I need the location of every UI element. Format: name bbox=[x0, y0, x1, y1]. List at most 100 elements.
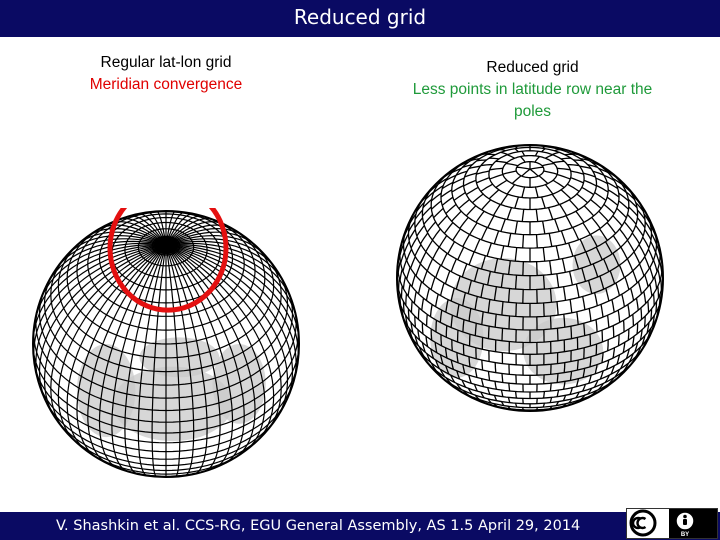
cell-boundary bbox=[568, 398, 573, 404]
cell-boundary bbox=[430, 348, 435, 359]
cell-boundary bbox=[521, 186, 526, 198]
cell-boundary bbox=[419, 251, 427, 264]
right-caption-subtitle-line1: Less points in latitude row near the bbox=[412, 81, 653, 98]
cell-boundary bbox=[599, 228, 608, 241]
footer-citation: V. Shashkin et al. CCS-RG, EGU General A… bbox=[56, 518, 581, 534]
cell-boundary bbox=[422, 198, 433, 209]
parallel-line bbox=[396, 277, 664, 355]
cell-boundary bbox=[647, 248, 654, 261]
cell-boundary bbox=[417, 307, 420, 320]
cell-boundary bbox=[450, 359, 455, 370]
meridian-line bbox=[111, 244, 167, 472]
cell-boundary bbox=[452, 228, 461, 241]
landmass-shading bbox=[112, 366, 233, 442]
cell-boundary bbox=[468, 375, 472, 384]
cell-boundary bbox=[644, 274, 649, 287]
meridian-line bbox=[35, 244, 167, 383]
cell-boundary bbox=[451, 167, 462, 174]
latlon-grid bbox=[32, 210, 300, 478]
cell-boundary bbox=[631, 232, 641, 245]
cell-boundary bbox=[506, 207, 513, 220]
cell-boundary bbox=[489, 157, 499, 160]
cell-boundary bbox=[535, 209, 539, 222]
cell-boundary bbox=[515, 302, 518, 317]
cell-boundary bbox=[486, 271, 492, 286]
cell-boundary bbox=[453, 192, 466, 201]
cell-boundary bbox=[410, 301, 413, 313]
cell-boundary bbox=[639, 329, 643, 341]
cell-boundary bbox=[469, 222, 478, 235]
cell-boundary bbox=[474, 323, 477, 336]
cell-boundary bbox=[468, 308, 472, 322]
cell-boundary bbox=[575, 283, 580, 298]
cell-boundary bbox=[646, 328, 652, 339]
meridian-line bbox=[165, 245, 195, 477]
cell-boundary bbox=[400, 251, 405, 264]
cell-boundary bbox=[542, 403, 545, 408]
cell-boundary bbox=[556, 328, 559, 341]
left-caption-title: Regular lat-lon grid bbox=[100, 54, 232, 71]
cell-boundary bbox=[437, 215, 448, 227]
cell-boundary bbox=[440, 189, 453, 198]
cell-boundary bbox=[430, 329, 433, 341]
cell-boundary bbox=[410, 322, 414, 334]
cell-boundary bbox=[614, 369, 621, 378]
cell-boundary bbox=[406, 248, 413, 261]
parallel-line bbox=[405, 326, 655, 385]
cell-boundary bbox=[423, 214, 433, 225]
cell-boundary bbox=[511, 175, 522, 185]
cell-boundary bbox=[655, 301, 658, 313]
cell-boundary bbox=[425, 288, 430, 301]
cell-boundary bbox=[493, 286, 498, 301]
cc-license-badge: BY bbox=[626, 508, 718, 539]
cell-boundary bbox=[649, 284, 653, 297]
parallel-line bbox=[38, 287, 294, 399]
reduced-grid-globe bbox=[396, 144, 664, 412]
cc-icon bbox=[629, 509, 657, 537]
cell-boundary bbox=[631, 336, 635, 347]
cell-boundary bbox=[426, 221, 437, 233]
left-caption-subtitle: Meridian convergence bbox=[89, 76, 243, 93]
cell-boundary bbox=[397, 261, 401, 273]
cell-boundary bbox=[542, 302, 545, 317]
cell-boundary bbox=[627, 214, 637, 225]
cell-boundary bbox=[451, 184, 464, 193]
cell-boundary bbox=[549, 383, 552, 392]
cell-boundary bbox=[535, 261, 538, 276]
cell-boundary bbox=[480, 163, 493, 167]
cell-boundary bbox=[494, 362, 497, 373]
cell-boundary bbox=[494, 381, 498, 390]
cell-boundary bbox=[402, 301, 405, 313]
cell-boundary bbox=[430, 192, 442, 202]
landmass-shading bbox=[76, 344, 136, 438]
cell-boundary bbox=[402, 276, 407, 289]
cell-boundary bbox=[502, 170, 517, 175]
cell-boundary bbox=[575, 210, 585, 223]
cell-boundary bbox=[439, 282, 445, 296]
cell-boundary bbox=[632, 314, 635, 327]
cell-boundary bbox=[636, 209, 646, 220]
cell-boundary bbox=[421, 298, 425, 311]
cell-boundary bbox=[606, 196, 619, 206]
cell-boundary bbox=[551, 151, 560, 156]
meridian-line bbox=[165, 244, 234, 469]
cell-boundary bbox=[456, 383, 462, 391]
cell-boundary bbox=[439, 369, 446, 378]
cell-boundary bbox=[641, 335, 646, 346]
cell-boundary bbox=[612, 177, 623, 185]
cell-boundary bbox=[636, 322, 639, 335]
cell-boundary bbox=[643, 316, 646, 328]
cell-boundary bbox=[501, 301, 504, 316]
cell-boundary bbox=[406, 267, 411, 280]
cell-boundary bbox=[507, 260, 511, 275]
cell-boundary bbox=[534, 186, 539, 198]
cell-boundary bbox=[647, 301, 650, 313]
cell-boundary bbox=[562, 286, 567, 301]
cell-boundary bbox=[593, 379, 599, 388]
cell-boundary bbox=[450, 374, 456, 383]
cell-boundary bbox=[545, 154, 554, 159]
cell-boundary bbox=[544, 184, 554, 195]
cell-boundary bbox=[507, 405, 511, 410]
cell-boundary bbox=[529, 168, 539, 177]
cell-boundary bbox=[557, 167, 571, 171]
